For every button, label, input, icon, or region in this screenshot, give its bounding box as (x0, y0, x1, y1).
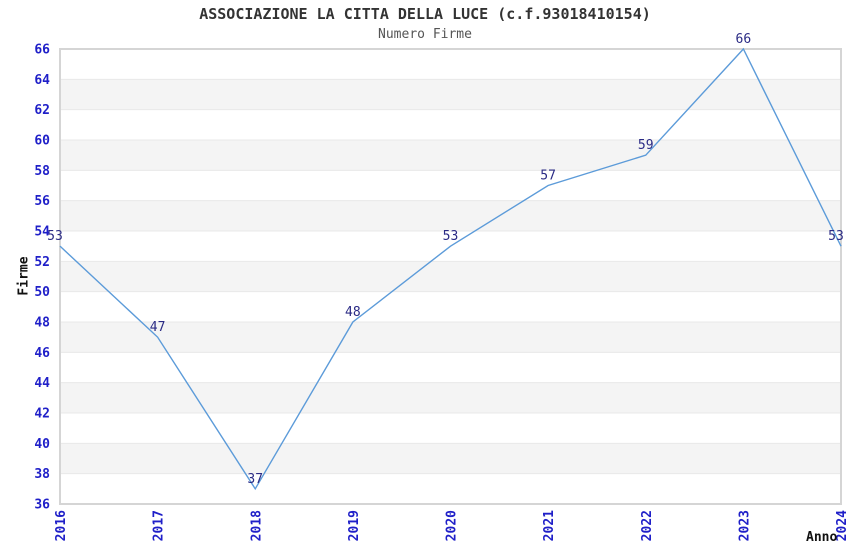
data-point-label: 57 (540, 169, 556, 184)
y-tick-label: 54 (34, 225, 50, 240)
y-tick-label: 44 (34, 376, 50, 391)
y-tick-label: 38 (34, 467, 50, 482)
background-band (60, 79, 841, 110)
data-point-label: 66 (736, 32, 752, 47)
background-band (60, 49, 841, 80)
series-line (59, 47, 842, 491)
data-point-label: 53 (828, 229, 844, 244)
chart-subtitle: Numero Firme (378, 27, 472, 42)
x-tick-label: 2019 (347, 510, 362, 541)
y-tick-label: 40 (34, 437, 50, 452)
background-band (60, 473, 841, 504)
background-band (60, 443, 841, 474)
x-tick-label: 2018 (249, 510, 264, 541)
background-band (60, 291, 841, 322)
x-axis-label: Anno (806, 530, 838, 545)
y-tick-label: 58 (34, 164, 50, 179)
background-band (60, 382, 841, 413)
x-tick-label: 2023 (737, 510, 752, 541)
y-tick-label: 62 (34, 103, 50, 118)
y-tick-label: 42 (34, 407, 50, 422)
background-band (60, 413, 841, 444)
data-point-label: 53 (47, 229, 63, 244)
y-tick-label: 50 (34, 285, 50, 300)
y-tick-label: 48 (34, 316, 50, 331)
background-band (60, 200, 841, 231)
background-band (60, 352, 841, 383)
data-point-label: 37 (247, 472, 263, 487)
y-tick-label: 46 (34, 346, 50, 361)
x-tick-label: 2016 (54, 510, 69, 541)
x-tick-label: 2020 (445, 510, 460, 541)
y-tick-label: 52 (34, 255, 50, 270)
background-band (60, 261, 841, 292)
data-point-label: 59 (638, 138, 654, 153)
chart-title: ASSOCIAZIONE LA CITTA DELLA LUCE (c.f.93… (199, 5, 651, 23)
y-tick-label: 36 (34, 498, 50, 513)
y-tick-label: 60 (34, 134, 50, 149)
background-band (60, 170, 841, 201)
background-band (60, 322, 841, 353)
y-axis-label: Firme (16, 256, 32, 296)
x-tick-label: 2017 (152, 510, 167, 541)
data-point-label: 48 (345, 305, 361, 320)
y-tick-label: 56 (34, 194, 50, 209)
x-tick-label: 2022 (640, 510, 655, 541)
x-tick-label: 2024 (835, 510, 850, 541)
plot-border (59, 48, 842, 505)
y-tick-label: 64 (34, 73, 50, 88)
data-point-label: 53 (443, 229, 459, 244)
background-band (60, 109, 841, 140)
background-band (60, 140, 841, 171)
data-point-label: 47 (150, 320, 166, 335)
y-tick-label: 66 (34, 43, 50, 58)
x-tick-label: 2021 (542, 510, 557, 541)
